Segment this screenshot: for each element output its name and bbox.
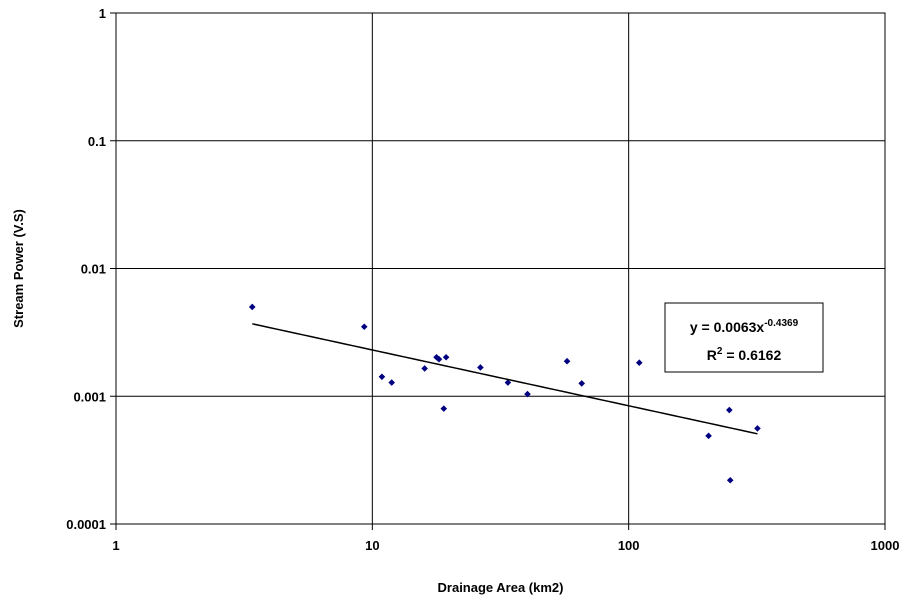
data-point	[360, 323, 368, 331]
trendline	[252, 323, 758, 435]
data-point	[726, 406, 733, 414]
r-squared-value: R2 = 0.6162	[707, 346, 782, 363]
data-point	[440, 405, 448, 412]
data-point	[388, 379, 395, 386]
data-point	[504, 379, 512, 386]
data-point	[442, 353, 450, 361]
x-axis-title: Drainage Area (km2)	[438, 580, 564, 595]
data-point	[433, 353, 440, 361]
x-tick-label: 1000	[871, 538, 900, 553]
x-tick-label: 10	[365, 538, 379, 553]
r-squared-equals: = 0.6162	[722, 347, 781, 363]
y-tick-label: 0.0001	[66, 517, 106, 532]
data-point	[578, 380, 586, 387]
data-point	[635, 359, 643, 367]
trendline-equation-box: y = 0.0063x-0.4369 R2 = 0.6162	[664, 302, 824, 373]
trendline-equation: y = 0.0063x-0.4369	[690, 318, 799, 335]
y-axis-title: Stream Power (V.S)	[11, 209, 26, 328]
equation-box-frame	[664, 302, 824, 373]
data-point	[378, 373, 386, 381]
data-point	[435, 355, 443, 363]
axis-ticks	[110, 12, 886, 530]
data-point	[726, 476, 734, 484]
data-point	[705, 432, 712, 440]
data-point	[248, 303, 256, 311]
x-tick-label: 100	[618, 538, 640, 553]
x-tick-labels: 1 10 100 1000	[112, 538, 899, 553]
y-tick-label: 0.001	[73, 389, 106, 404]
data-point	[754, 425, 761, 432]
y-tick-label: 0.01	[81, 262, 106, 277]
r-squared-base: R	[707, 347, 717, 363]
data-point	[563, 357, 571, 365]
equation-base: y = 0.0063x	[690, 319, 765, 335]
data-point	[421, 365, 428, 372]
data-points	[248, 303, 761, 484]
y-tick-labels: 0.0001 0.001 0.01 0.1 1	[66, 6, 106, 532]
r-squared-exponent: 2	[717, 346, 723, 357]
y-tick-label: 0.1	[88, 134, 106, 149]
data-point	[524, 390, 531, 398]
equation-exponent: -0.4369	[764, 318, 798, 329]
x-tick-label: 1	[112, 538, 119, 553]
y-tick-label: 1	[99, 6, 106, 21]
data-point	[477, 364, 484, 371]
